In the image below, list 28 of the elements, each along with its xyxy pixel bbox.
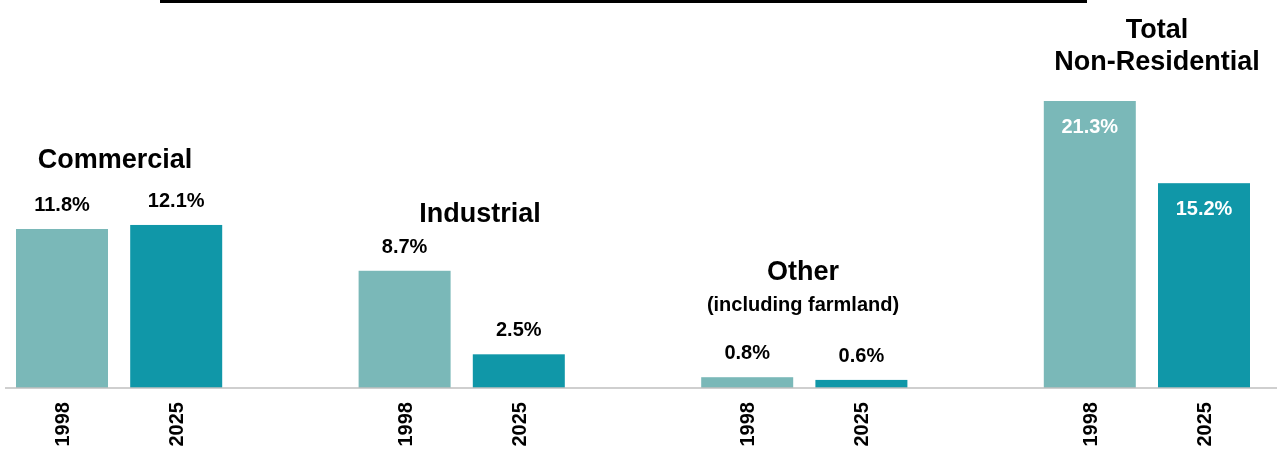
bar [701,377,794,388]
annotation: (including farmland) [706,293,900,315]
annotation: Other [766,256,840,286]
x-tick-label: 2025 [507,402,530,447]
data-label: 21.3% [1061,115,1119,137]
data-label: 2.5% [496,318,542,341]
data-label: 15.2% [1175,197,1233,220]
bar [16,229,108,388]
x-tick-label: 1998 [393,402,416,447]
bar [1043,101,1136,388]
bar [1158,183,1250,388]
data-label: 0.6% [838,343,885,366]
bar [358,270,451,388]
data-label: 12.1% [147,188,205,211]
annotation: Industrial [419,198,541,228]
x-tick-label: 1998 [736,402,759,447]
x-tick-label: 2025 [1193,402,1215,447]
x-tick-label: 2025 [165,402,188,447]
annotation: Commercial [37,144,193,174]
data-label: 8.7% [381,234,428,257]
data-label: 0.8% [724,341,771,364]
x-tick-label: 1998 [51,402,73,447]
bar [472,354,565,388]
bar [130,224,223,388]
x-tick-label: 2025 [850,402,873,447]
data-label: 11.8% [34,193,91,215]
x-tick-label: 1998 [1078,402,1101,447]
text: Total Non-Residential [1054,14,1260,77]
